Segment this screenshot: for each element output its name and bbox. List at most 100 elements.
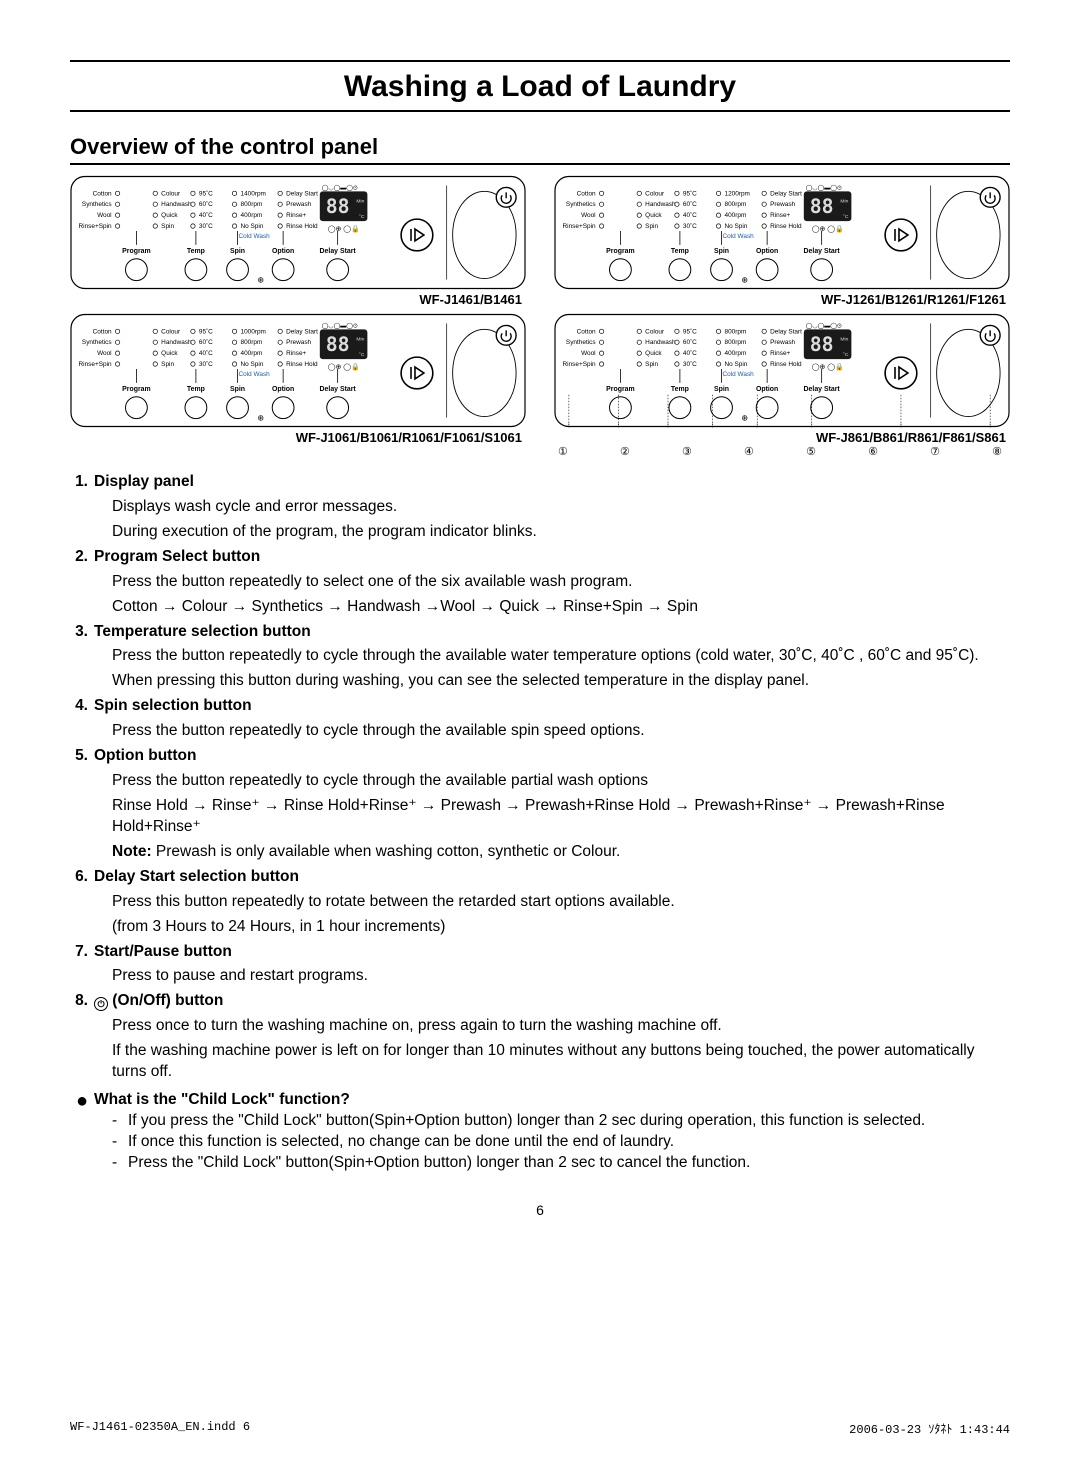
callout-1: ① <box>558 445 568 458</box>
footer-left: WF-J1461-02350A_EN.indd 6 <box>70 1420 250 1437</box>
item-number: 6. <box>70 867 94 888</box>
item-title: Program Select button <box>94 548 260 565</box>
svg-text:Program: Program <box>122 386 150 393</box>
svg-text:400rpm: 400rpm <box>241 350 263 357</box>
svg-text:◯⊕ ◯🔒: ◯⊕ ◯🔒 <box>812 363 844 371</box>
svg-text:Temp: Temp <box>671 248 689 255</box>
model-label-1: WF-J1461/B1461 <box>70 292 526 307</box>
childlock-point: -If once this function is selected, no c… <box>112 1132 1010 1153</box>
page-number: 6 <box>70 1202 1010 1218</box>
svg-text:◯⊕ ◯🔒: ◯⊕ ◯🔒 <box>812 225 844 233</box>
svg-text:800rpm: 800rpm <box>241 339 263 346</box>
svg-text:Wool: Wool <box>581 212 596 219</box>
svg-text:40˚C: 40˚C <box>683 349 697 357</box>
svg-text:Synthetics: Synthetics <box>566 339 596 346</box>
panel-diagram-2: CottonSyntheticsWoolRinse+SpinColourHand… <box>554 175 1010 290</box>
svg-text:Delay Start: Delay Start <box>770 190 802 197</box>
svg-text:Colour: Colour <box>161 328 181 335</box>
svg-text:Handwash: Handwash <box>645 339 676 346</box>
svg-text:40˚C: 40˚C <box>683 211 697 219</box>
svg-text:Option: Option <box>756 248 778 255</box>
svg-text:60˚C: 60˚C <box>199 338 213 346</box>
svg-text:◯◡◯▬◯⊙: ◯◡◯▬◯⊙ <box>322 322 358 329</box>
childlock-list: -If you press the "Child Lock" button(Sp… <box>112 1111 1010 1174</box>
svg-text:Quick: Quick <box>161 212 178 219</box>
svg-text:Rinse+: Rinse+ <box>286 350 306 357</box>
svg-text:Spin: Spin <box>714 386 729 393</box>
svg-text:1000rpm: 1000rpm <box>241 328 266 335</box>
item-number: 7. <box>70 942 94 963</box>
svg-text:No Spin: No Spin <box>725 361 748 368</box>
svg-text:Cold Wash: Cold Wash <box>723 233 755 240</box>
item-number: 1. <box>70 472 94 493</box>
svg-text:No Spin: No Spin <box>725 223 748 230</box>
item-number: 5. <box>70 746 94 767</box>
item-title: Temperature selection button <box>94 623 311 640</box>
svg-text:Synthetics: Synthetics <box>82 339 112 346</box>
svg-text:Program: Program <box>606 248 634 255</box>
item-desc: Note: Prewash is only available when was… <box>112 842 620 863</box>
svg-text:◯◡◯▬◯⊙: ◯◡◯▬◯⊙ <box>806 322 842 329</box>
callout-6: ⑥ <box>868 445 878 458</box>
svg-text:Wool: Wool <box>97 350 112 357</box>
control-panels-grid: Cotton Synthetics Wool Rinse+ Spin Colour Hand… <box>70 175 1010 445</box>
svg-text:400rpm: 400rpm <box>725 212 747 219</box>
childlock-title: What is the "Child Lock" function? <box>94 1091 350 1111</box>
svg-text:Temp: Temp <box>671 386 689 393</box>
item-desc: When pressing this button during washing… <box>112 671 809 692</box>
svg-text:Delay Start: Delay Start <box>320 248 357 255</box>
bullet-icon: ● <box>70 1091 94 1111</box>
item-number: 8. <box>70 991 94 1012</box>
svg-text:88: 88 <box>326 333 350 356</box>
footer-right: 2006-03-23 ｿﾀﾈﾄ 1:43:44 <box>849 1420 1010 1437</box>
svg-text:Spin: Spin <box>161 223 174 230</box>
svg-text:Delay Start: Delay Start <box>804 248 841 255</box>
svg-text:Rinse Hold: Rinse Hold <box>286 223 318 230</box>
svg-text:⊕: ⊕ <box>741 276 748 285</box>
svg-text:60˚C: 60˚C <box>683 200 697 208</box>
svg-text:400rpm: 400rpm <box>241 212 263 219</box>
svg-text:Synthetics: Synthetics <box>82 201 112 208</box>
item-desc: Rinse Hold → Rinse⁺ → Rinse Hold+Rinse⁺ … <box>112 796 1010 838</box>
svg-text:Temp: Temp <box>187 248 205 255</box>
item-desc: Press this button repeatedly to rotate b… <box>112 892 675 913</box>
svg-text:Option: Option <box>272 248 294 255</box>
item-desc: Press the button repeatedly to cycle thr… <box>112 646 979 667</box>
section-title: Overview of the control panel <box>70 134 1010 165</box>
svg-text:30˚C: 30˚C <box>199 222 213 230</box>
svg-text:60˚C: 60˚C <box>683 338 697 346</box>
svg-text:Option: Option <box>756 386 778 393</box>
svg-text:Rinse Hold: Rinse Hold <box>770 361 802 368</box>
svg-text:Temp: Temp <box>187 386 205 393</box>
svg-text:◯◡◯▬◯⊙: ◯◡◯▬◯⊙ <box>806 184 842 191</box>
svg-text:Prewash: Prewash <box>286 339 311 346</box>
svg-text:Delay Start: Delay Start <box>770 328 802 335</box>
page-footer: WF-J1461-02350A_EN.indd 6 2006-03-23 ｿﾀﾈ… <box>70 1420 1010 1437</box>
svg-text:Colour: Colour <box>645 328 665 335</box>
callout-7: ⑦ <box>930 445 940 458</box>
svg-text:Cotton: Cotton <box>93 190 112 197</box>
item-desc: If the washing machine power is left on … <box>112 1041 1010 1083</box>
svg-text:˚C: ˚C <box>843 351 849 358</box>
svg-text:95˚C: 95˚C <box>199 189 213 197</box>
svg-text:Delay Start: Delay Start <box>804 386 841 393</box>
svg-text:Program: Program <box>122 248 150 255</box>
svg-text:˚C: ˚C <box>359 351 365 358</box>
svg-text:800rpm: 800rpm <box>241 201 263 208</box>
svg-text:Delay Start: Delay Start <box>286 328 318 335</box>
callout-5: ⑤ <box>806 445 816 458</box>
item-desc: Cotton → Colour → Synthetics → Handwash … <box>112 597 698 618</box>
svg-text:Prewash: Prewash <box>286 201 311 208</box>
svg-text:Delay Start: Delay Start <box>286 190 318 197</box>
callout-3: ③ <box>682 445 692 458</box>
item-number: 4. <box>70 696 94 717</box>
svg-text:30˚C: 30˚C <box>683 360 697 368</box>
svg-text:No Spin: No Spin <box>241 361 264 368</box>
svg-text:88: 88 <box>810 333 834 356</box>
svg-text:Cotton: Cotton <box>577 190 596 197</box>
item-desc: Press to pause and restart programs. <box>112 966 368 987</box>
model-label-3: WF-J1061/B1061/R1061/F1061/S1061 <box>70 430 526 445</box>
svg-text:Cotton: Cotton <box>93 328 112 335</box>
svg-text:Program: Program <box>606 386 634 393</box>
item-title: Start/Pause button <box>94 943 232 960</box>
